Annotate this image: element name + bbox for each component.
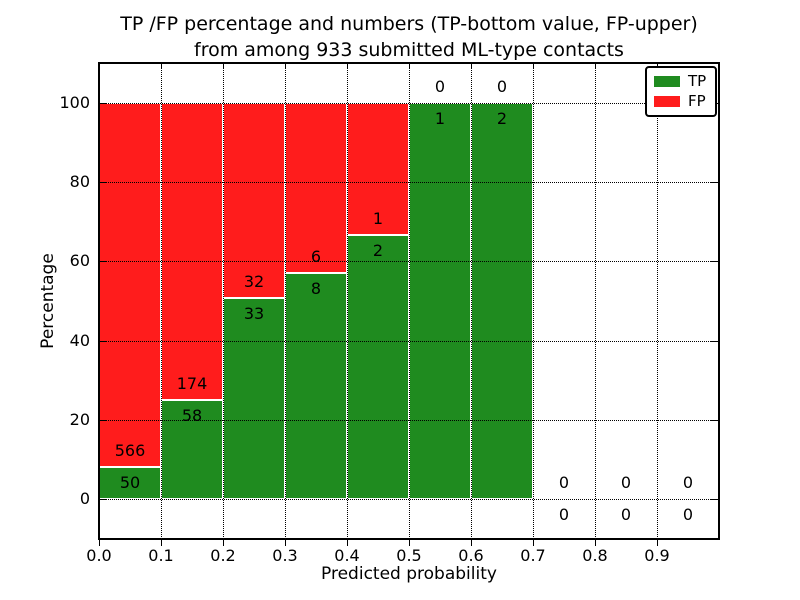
fp-count-label: 174 (176, 374, 208, 394)
bar-tp-segment (409, 102, 471, 500)
x-tick-mark (285, 539, 286, 546)
y-tick-mark (99, 499, 107, 501)
x-tick-mark (595, 539, 596, 546)
bar-fp-segment (161, 102, 223, 401)
y-tick-mark-right (711, 182, 719, 183)
x-tick-label: 0.1 (148, 546, 174, 565)
chart-title: TP /FP percentage and numbers (TP-bottom… (99, 11, 719, 63)
x-tick-label: 0.6 (458, 546, 484, 565)
x-tick-mark-top (595, 63, 596, 69)
legend-label-tp: TP (688, 72, 707, 90)
y-tick-mark-right (711, 499, 719, 501)
y-tick-label: 40 (69, 330, 90, 350)
y-tick-mark (99, 102, 107, 104)
fp-count-label: 1 (372, 209, 384, 229)
x-tick-label: 0.0 (86, 546, 112, 565)
x-tick-mark-top (347, 63, 348, 69)
x-tick-label: 0.8 (582, 546, 608, 565)
tp-count-label: 1 (434, 108, 446, 128)
tp-count-label: 2 (496, 108, 508, 128)
y-tick-label: 20 (69, 410, 90, 429)
x-tick-mark-top (471, 63, 472, 69)
x-tick-mark (471, 539, 472, 546)
y-tick-mark-right (711, 340, 719, 342)
legend-swatch-tp (654, 76, 680, 87)
y-tick-mark (99, 420, 107, 421)
x-tick-mark (409, 539, 410, 546)
x-tick-mark-top (533, 63, 534, 69)
y-tick-label: 80 (69, 172, 90, 191)
gridline-vertical (223, 63, 224, 539)
x-tick-mark (347, 539, 348, 546)
gridline-vertical (471, 63, 472, 539)
bar-fp-segment (285, 102, 347, 273)
y-axis-title: Percentage (38, 253, 58, 349)
legend-item-fp: FP (654, 93, 708, 110)
bar-tp-segment (285, 272, 347, 500)
gridline-vertical (533, 63, 534, 539)
gridline-vertical (657, 63, 658, 539)
bar-tp-segment (347, 234, 409, 500)
fp-count-label: 6 (310, 246, 322, 266)
tp-count-label: 0 (558, 505, 570, 525)
legend-label-fp: FP (688, 92, 706, 110)
y-tick-label: 100 (59, 92, 90, 112)
gridline-vertical (161, 63, 162, 539)
gridline-vertical (347, 63, 348, 539)
tp-count-label: 0 (620, 505, 632, 525)
y-tick-mark-right (711, 261, 719, 263)
fp-count-label: 0 (620, 473, 632, 493)
x-tick-mark-top (285, 63, 286, 69)
fp-count-label: 0 (434, 76, 446, 96)
fp-count-label: 566 (114, 441, 146, 461)
x-tick-label: 0.3 (272, 546, 298, 565)
x-tick-mark-top (223, 63, 224, 69)
fp-count-label: 0 (682, 473, 694, 493)
y-tick-mark (99, 261, 107, 263)
x-tick-label: 0.2 (210, 546, 236, 565)
plot-area: 566 50 174 58 32 33 6 8 1 2 0 1 0 2 0 0 0 0 0 0 (98, 62, 720, 546)
tp-count-label: 8 (310, 278, 322, 298)
bar-fp-segment (99, 102, 161, 468)
tp-count-label: 50 (119, 473, 141, 492)
y-tick-label: 0 (79, 489, 90, 509)
legend-swatch-fp (654, 96, 680, 107)
x-tick-label: 0.9 (644, 546, 670, 565)
legend: TP FP (645, 66, 717, 117)
bar-tp-segment (471, 102, 533, 500)
bar-fp-segment (223, 102, 285, 298)
gridline-vertical (595, 63, 596, 539)
x-tick-mark (223, 539, 224, 546)
tp-count-label: 58 (181, 406, 203, 426)
x-axis-title: Predicted probability (321, 564, 497, 584)
gridline-vertical (409, 63, 410, 539)
fp-count-label: 0 (558, 473, 570, 493)
y-tick-mark-right (711, 420, 719, 421)
y-tick-label: 60 (69, 251, 90, 271)
x-tick-mark (657, 539, 658, 546)
gridline-vertical (285, 63, 286, 539)
x-tick-mark (161, 539, 162, 546)
legend-item-tp: TP (654, 73, 708, 90)
fp-count-label: 32 (243, 272, 265, 292)
x-tick-mark (533, 539, 534, 546)
x-tick-label: 0.4 (334, 546, 360, 565)
y-tick-mark (99, 182, 107, 183)
x-tick-mark-top (161, 63, 162, 69)
y-tick-mark (99, 340, 107, 342)
tp-count-label: 0 (682, 505, 694, 525)
bar-tp-segment (223, 297, 285, 500)
tp-count-label: 2 (372, 240, 384, 260)
chart-title-line2: from among 933 submitted ML-type contact… (194, 39, 624, 61)
chart-title-line1: TP /FP percentage and numbers (TP-bottom… (120, 13, 698, 35)
x-tick-label: 0.7 (520, 546, 546, 565)
tp-count-label: 33 (243, 303, 265, 323)
x-tick-mark (99, 539, 100, 546)
x-tick-mark-top (409, 63, 410, 69)
x-tick-label: 0.5 (396, 546, 422, 565)
fp-count-label: 0 (496, 76, 508, 96)
